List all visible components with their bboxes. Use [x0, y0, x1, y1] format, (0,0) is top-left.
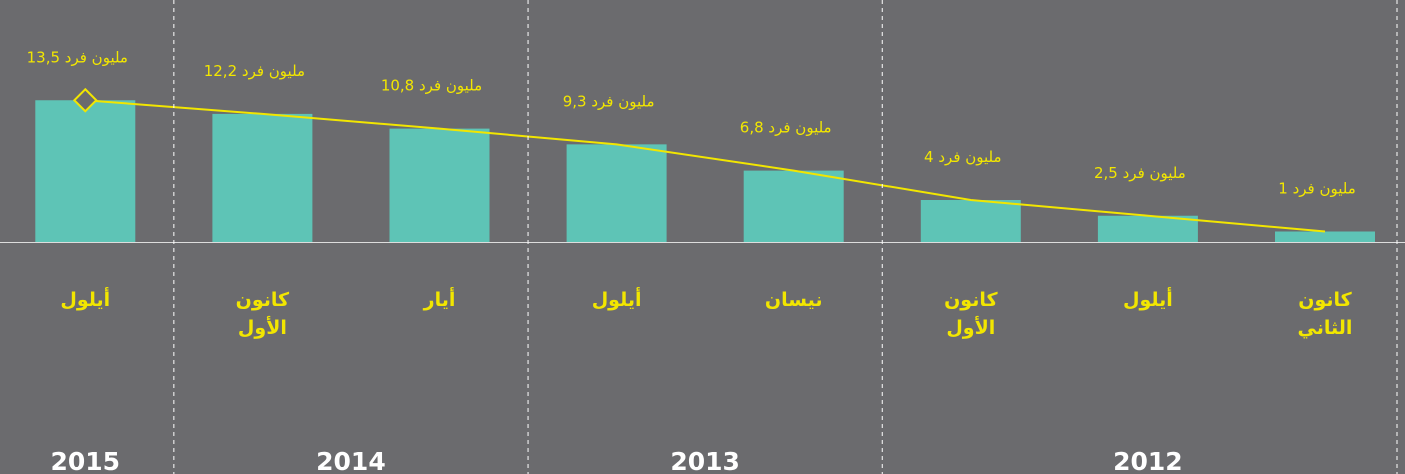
x-tick-label: نيسان: [764, 289, 823, 311]
value-label: 1 مليون فرد: [1278, 180, 1356, 198]
bar: [212, 113, 313, 243]
group-label: 2013: [670, 447, 740, 474]
group-label: 2014: [316, 447, 386, 474]
value-label: 10,8 مليون فرد: [381, 77, 482, 95]
value-label: 9,3 مليون فرد: [563, 92, 655, 110]
value-label: 2,5 مليون فرد: [1094, 164, 1186, 182]
x-tick-label: أيلول: [591, 289, 642, 311]
bar: [1275, 231, 1375, 242]
bar: [566, 144, 667, 242]
value-label: 12,2 مليون فرد: [204, 62, 305, 80]
bar: [389, 128, 490, 242]
marker: [72, 87, 98, 113]
x-tick-label: أيار: [423, 289, 456, 311]
x-tick-label: أيلول: [60, 289, 111, 311]
group-label: 2015: [51, 447, 121, 474]
bar: [743, 170, 844, 242]
value-label: 13,5 مليون فرد: [27, 48, 128, 66]
bar: [1097, 215, 1198, 242]
trend-line: [85, 99, 1326, 233]
value-label: 6,8 مليون فرد: [740, 119, 832, 137]
x-tick-label: كانون الثاني: [1297, 289, 1353, 339]
x-tick-label: أيلول: [1122, 289, 1173, 311]
bar: [35, 100, 136, 242]
group-label: 2012: [1113, 447, 1183, 474]
x-tick-label: كانون الأول: [235, 289, 290, 339]
x-tick-label: كانون الأول: [944, 289, 998, 339]
bar: [920, 200, 1021, 242]
value-label: 4 مليون فرد: [924, 148, 1002, 166]
